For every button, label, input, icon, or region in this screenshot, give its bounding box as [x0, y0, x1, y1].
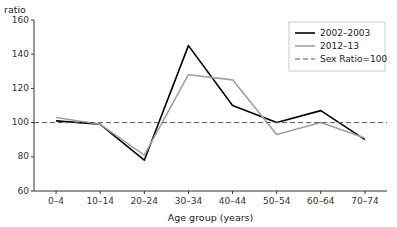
x-tick: [320, 191, 321, 194]
x-tick-label: 40–44: [219, 196, 247, 206]
x-tick-label: 10–14: [86, 196, 114, 206]
x-tick-label: 0–4: [48, 196, 64, 206]
x-tick: [144, 191, 145, 194]
legend-swatch: [295, 45, 315, 47]
y-tick-label: 60: [18, 186, 30, 196]
plot-area: [34, 46, 387, 161]
y-tick: [31, 20, 34, 21]
legend-swatch: [295, 32, 315, 34]
legend-swatch: [295, 59, 315, 60]
y-tick: [31, 54, 34, 55]
y-tick: [31, 122, 34, 123]
y-tick-label: 160: [12, 15, 29, 25]
legend-label: Sex Ratio=100: [320, 54, 387, 64]
y-tick: [31, 191, 34, 192]
chart: 60 80 100 120 140 160 0–4 10–14 20–24 30–34 40–44 5…: [0, 0, 397, 227]
line: [56, 75, 365, 155]
x-tick: [100, 191, 101, 194]
x-tick-label: 20–24: [131, 196, 159, 206]
legend: 2002–2003 2012–13 Sex Ratio=100: [289, 22, 387, 71]
x-tick-label: 50–54: [263, 196, 291, 206]
x-axis: [34, 191, 387, 192]
y-tick-label: 140: [12, 49, 29, 59]
reference-line: [34, 122, 387, 123]
y-axis: [34, 20, 35, 191]
x-tick: [56, 191, 57, 194]
y-tick-label: 100: [12, 117, 29, 127]
y-tick: [31, 156, 34, 157]
x-tick: [364, 191, 365, 194]
y-tick-label: 80: [18, 151, 30, 161]
y-tick-label: 120: [12, 83, 29, 93]
x-tick: [276, 191, 277, 194]
x-tick-label: 70–74: [351, 196, 379, 206]
x-tick: [188, 191, 189, 194]
y-tick: [31, 88, 34, 89]
legend-box: [289, 22, 385, 71]
x-tick: [232, 191, 233, 194]
x-axis-label: Age group (years): [168, 212, 254, 223]
y-axis-label: ratio: [4, 4, 26, 15]
x-tick-label: 30–34: [175, 196, 203, 206]
legend-label: 2002–2003: [320, 28, 370, 38]
x-tick-label: 60–64: [307, 196, 335, 206]
legend-label: 2012–13: [320, 41, 359, 51]
